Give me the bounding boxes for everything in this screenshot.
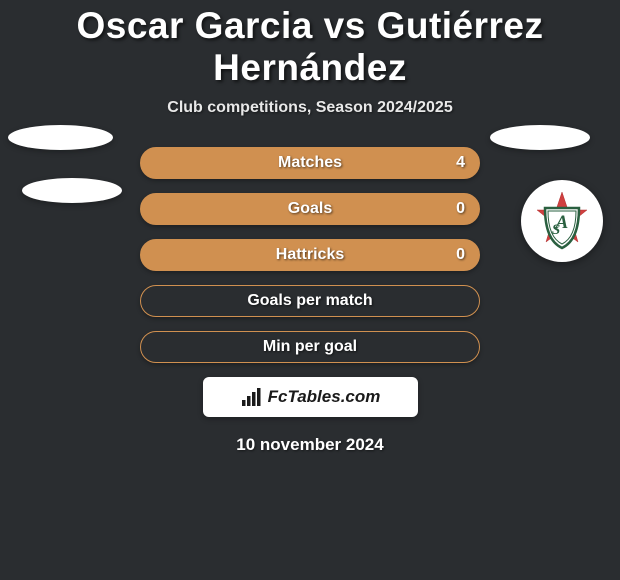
stat-label: Min per goal xyxy=(263,338,357,356)
fctables-badge[interactable]: FcTables.com xyxy=(203,377,418,417)
page-title: Oscar Garcia vs Gutiérrez Hernández xyxy=(0,5,620,89)
stat-value: 0 xyxy=(456,246,465,264)
stat-bar-goals-per-match: Goals per match xyxy=(140,285,480,317)
stat-bar-hattricks: Hattricks 0 xyxy=(140,239,480,271)
stat-label: Hattricks xyxy=(276,246,344,264)
stat-value: 0 xyxy=(456,200,465,218)
fctables-text: FcTables.com xyxy=(268,387,381,407)
stats-container: Matches 4 Goals 0 Hattricks 0 Goals per … xyxy=(0,147,620,363)
stat-label: Matches xyxy=(278,154,342,172)
stat-bar-goals: Goals 0 xyxy=(140,193,480,225)
subtitle: Club competitions, Season 2024/2025 xyxy=(0,99,620,117)
stat-bar-matches: Matches 4 xyxy=(140,147,480,179)
date-text: 10 november 2024 xyxy=(0,435,620,455)
stat-label: Goals per match xyxy=(247,292,372,310)
stat-label: Goals xyxy=(288,200,332,218)
stat-value: 4 xyxy=(456,154,465,172)
chart-icon xyxy=(240,386,262,408)
stat-bar-min-per-goal: Min per goal xyxy=(140,331,480,363)
header: Oscar Garcia vs Gutiérrez Hernández Club… xyxy=(0,0,620,117)
